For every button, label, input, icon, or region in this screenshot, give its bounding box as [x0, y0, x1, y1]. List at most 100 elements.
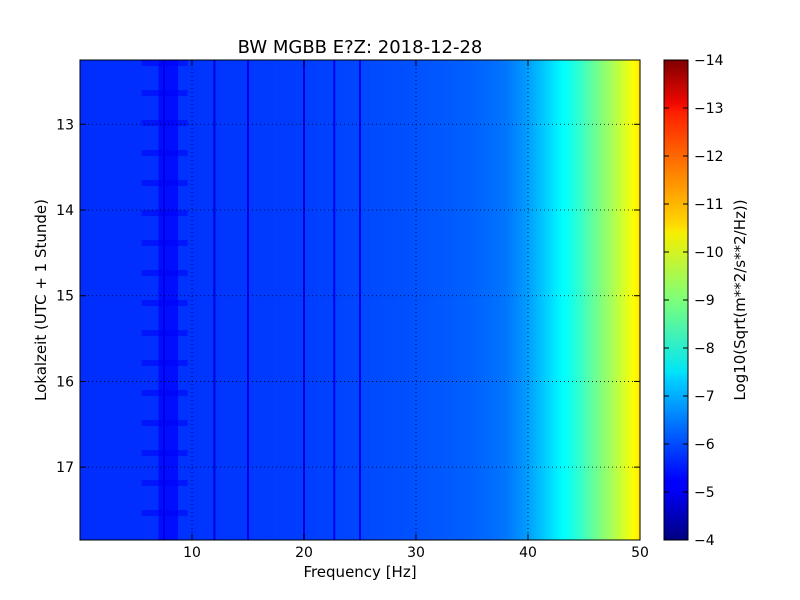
heatmap-cell — [320, 60, 325, 540]
heatmap-cell — [609, 60, 613, 540]
heatmap-cell — [525, 60, 529, 540]
heatmap-cell — [309, 60, 313, 540]
heatmap-cell — [287, 60, 291, 540]
heatmap-cell — [127, 60, 131, 540]
heatmap-cell — [245, 60, 249, 540]
heatmap-cell — [634, 60, 638, 540]
heatmap-cell — [346, 60, 350, 540]
heatmap-cell — [110, 60, 115, 540]
heatmap-cell — [264, 60, 269, 540]
y-tick-label: 16 — [56, 374, 74, 390]
x-axis-ticks: 10 20 30 40 50 — [183, 60, 649, 561]
heatmap-cell — [306, 60, 311, 540]
heatmap-cell — [617, 60, 621, 540]
heatmap-cell — [259, 60, 263, 540]
heatmap-cell — [553, 60, 557, 540]
heatmap-cell — [595, 60, 599, 540]
heatmap-cell — [519, 60, 523, 540]
x-tick-label: 30 — [407, 545, 425, 561]
heatmap-cell — [407, 60, 411, 540]
x-tick-label: 10 — [183, 545, 201, 561]
x-tick-label: 20 — [295, 545, 313, 561]
heatmap-cell — [276, 60, 280, 540]
heatmap-cell — [194, 60, 199, 540]
heatmap-cell — [374, 60, 378, 540]
heatmap-cell — [368, 60, 372, 540]
heatmap-cell — [337, 60, 341, 540]
heatmap-cell — [539, 60, 543, 540]
heatmap-cell — [505, 60, 509, 540]
heatmap-cell — [248, 60, 252, 540]
heatmap-cell — [304, 60, 308, 540]
heatmap-cell — [410, 60, 414, 540]
heatmap-cell — [558, 60, 563, 540]
heatmap-cell — [438, 60, 442, 540]
colorbar-tick-label: −10 — [694, 245, 724, 261]
heatmap-cell — [598, 60, 602, 540]
heatmap-cell — [329, 60, 333, 540]
colorbar: −4 −5 −6 −7 −8 −9 −10 −11 −12 −13 −14 — [663, 53, 724, 549]
heatmap-cell — [278, 60, 283, 540]
heatmap-cell — [528, 60, 532, 540]
y-axis-label: Lokalzeit (UTC + 1 Stunde) — [32, 199, 50, 401]
y-tick-label: 17 — [56, 460, 74, 476]
heatmap-cell — [637, 60, 641, 540]
heatmap-cell — [99, 60, 103, 540]
heatmap-cell — [222, 60, 227, 540]
heatmap-cell — [371, 60, 375, 540]
heatmap-cell — [570, 60, 574, 540]
heatmap-cell — [225, 60, 229, 540]
heatmap-cell — [491, 60, 495, 540]
heatmap-cell — [514, 60, 518, 540]
colorbar-tick-label: −11 — [694, 197, 724, 213]
heatmap-cell — [623, 60, 627, 540]
spectral-line — [247, 60, 249, 540]
heatmap-cell — [130, 60, 134, 540]
heatmap-cell — [620, 60, 624, 540]
heatmap-cell — [234, 60, 238, 540]
heatmap-cell — [354, 60, 358, 540]
heatmap-cell — [516, 60, 521, 540]
colorbar-tick-label: −6 — [694, 437, 715, 453]
heatmap-cell — [351, 60, 355, 540]
heatmap-cell — [497, 60, 501, 540]
plot-frame — [79, 59, 641, 541]
heatmap-cell — [298, 60, 302, 540]
colorbar-tick-label: −7 — [694, 389, 715, 405]
heatmap-cell — [626, 60, 630, 540]
heatmap-cell — [446, 60, 451, 540]
heatmap-cell — [432, 60, 437, 540]
heatmap-cell — [200, 60, 204, 540]
heatmap-cell — [197, 60, 201, 540]
colorbar-tick-label: −13 — [694, 101, 724, 117]
heatmap-cell — [393, 60, 397, 540]
heatmap-cell — [124, 60, 129, 540]
heatmap-cell — [315, 60, 319, 540]
heatmap-cell — [326, 60, 330, 540]
heatmap-cell — [318, 60, 322, 540]
heatmap-cell — [236, 60, 241, 540]
heatmap-cell — [122, 60, 126, 540]
heatmap-cell — [116, 60, 120, 540]
heatmap-cell — [214, 60, 218, 540]
heatmap-cell — [206, 60, 210, 540]
heatmap-cell — [472, 60, 476, 540]
heatmap-cell — [584, 60, 588, 540]
heatmap-cell — [522, 60, 526, 540]
heatmap-cell — [628, 60, 633, 540]
heatmap-cell — [88, 60, 92, 540]
heatmap-cell — [388, 60, 392, 540]
colorbar-ticks: −4 −5 −6 −7 −8 −9 −10 −11 −12 −13 −14 — [664, 53, 724, 549]
heatmap-cell — [273, 60, 277, 540]
heatmap-cell — [203, 60, 207, 540]
heatmap-cell — [262, 60, 266, 540]
heatmap-cell — [399, 60, 403, 540]
heatmap-cell — [572, 60, 577, 540]
heatmap-cell — [600, 60, 605, 540]
heatmap-cell — [382, 60, 386, 540]
heatmap-cell — [416, 60, 420, 540]
heatmap-cell — [556, 60, 560, 540]
heatmap-cell — [421, 60, 425, 540]
heatmap-cell — [508, 60, 512, 540]
x-axis-label: Frequency [Hz] — [303, 563, 416, 581]
